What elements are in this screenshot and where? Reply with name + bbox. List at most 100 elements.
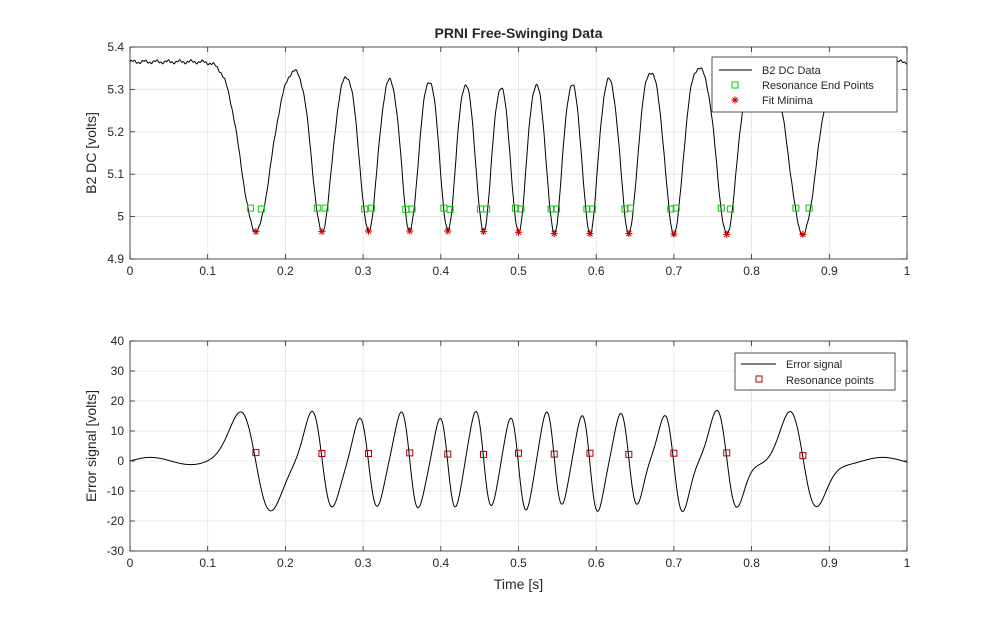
resonance-point-marker	[723, 449, 731, 457]
resonance-end-point-marker	[517, 205, 525, 213]
resonance-end-point-marker	[408, 205, 416, 213]
y-tick-label: 20	[111, 394, 125, 408]
resonance-end-point-marker	[483, 205, 491, 213]
x-tick-label: 1	[904, 264, 911, 278]
top-plot: 0 0.1 0.2 0.3 0.4 0.5 0.6 0.7 0.8 0.9 1 4.9 5 5.1 5.2 5…	[83, 25, 911, 278]
resonance-point-marker	[365, 450, 373, 457]
resonance-end-point-marker	[547, 205, 555, 213]
x-tick-label: 0.1	[199, 556, 216, 570]
x-tick-label: 1	[904, 556, 911, 570]
resonance-point-marker	[252, 449, 260, 457]
fit-minimum-marker	[799, 230, 807, 239]
resonance-end-point-marker	[368, 204, 376, 212]
resonance-end-point-marker	[511, 204, 519, 212]
fit-minimum-marker	[670, 230, 678, 238]
fit-minimum-marker	[586, 229, 594, 238]
bottom-plot-xlabel: Time [s]	[494, 576, 543, 592]
bottom-plot-ylabel: Error signal [volts]	[83, 390, 99, 502]
x-tick-label: 0.7	[666, 556, 683, 570]
fit-minimum-marker	[318, 227, 326, 236]
x-tick-label: 0.5	[510, 556, 527, 570]
resonance-end-point-marker	[621, 205, 629, 213]
y-tick-label: -30	[107, 544, 125, 558]
bottom-legend-box	[734, 352, 896, 391]
y-tick-label: 30	[111, 364, 125, 378]
fit-minimum-marker	[514, 228, 523, 236]
y-tick-label: 5.1	[107, 167, 124, 181]
x-tick-label: 0.9	[821, 556, 838, 570]
x-tick-label: 0.4	[432, 264, 449, 278]
resonance-point-marker	[406, 449, 414, 457]
x-tick-label: 0	[127, 264, 134, 278]
resonance-point-marker	[670, 449, 678, 457]
top-legend-box	[711, 56, 898, 113]
y-tick-label: 40	[111, 334, 125, 348]
resonance-end-point-marker	[553, 205, 561, 213]
y-tick-label: 4.9	[107, 252, 124, 266]
top-plot-legend: B2 DC Data Resonance End Points Fit Mini…	[711, 56, 898, 113]
resonance-end-point-marker	[792, 204, 800, 212]
fit-minimum-marker	[723, 230, 731, 239]
fit-minimum-marker	[444, 227, 452, 235]
resonance-end-point-marker	[805, 204, 813, 212]
fit-minimum-marker	[364, 227, 373, 235]
resonance-end-point-marker	[717, 204, 725, 212]
bottom-plot-legend: Error signal Resonance points	[734, 352, 896, 391]
resonance-end-point-marker	[667, 205, 675, 213]
top-plot-ticks: 0 0.1 0.2 0.3 0.4 0.5 0.6 0.7 0.8 0.9 1 4.9 5 5.1 5.2 5…	[107, 40, 910, 278]
top-plot-title: PRNI Free-Swinging Data	[434, 25, 602, 41]
fit-minimum-marker	[479, 227, 488, 236]
resonance-end-point-marker	[321, 204, 329, 212]
x-tick-label: 0.2	[277, 556, 294, 570]
resonance-point-marker	[318, 450, 326, 457]
resonance-point-marker	[550, 450, 558, 458]
legend-error-signal: Error signal	[786, 359, 842, 371]
legend-asterisk-swatch	[731, 96, 739, 104]
resonance-end-point-marker	[246, 204, 254, 212]
x-tick-label: 0.2	[277, 264, 294, 278]
x-tick-label: 0.3	[355, 556, 372, 570]
resonance-end-point-marker	[583, 205, 591, 213]
x-tick-label: 0.8	[743, 556, 760, 570]
x-tick-label: 0.6	[588, 556, 605, 570]
legend-fit-minima: Fit Minima	[762, 95, 814, 107]
resonance-end-point-marker	[446, 205, 454, 213]
resonance-end-point-marker	[672, 204, 680, 212]
x-tick-label: 0.3	[355, 264, 372, 278]
fit-minimum-marker	[406, 227, 414, 235]
resonance-end-point-marker	[588, 205, 596, 213]
legend-b2-dc-data: B2 DC Data	[762, 65, 822, 77]
x-tick-label: 0.7	[666, 264, 683, 278]
y-tick-label: 0	[117, 454, 124, 468]
y-tick-label: -20	[107, 514, 125, 528]
y-tick-label: -10	[107, 484, 125, 498]
legend-resonance-points: Resonance points	[786, 375, 875, 387]
y-tick-label: 5.4	[107, 40, 124, 54]
resonance-point-marker	[444, 450, 452, 458]
legend-resonance-end-points: Resonance End Points	[762, 80, 874, 92]
resonance-point-marker	[480, 450, 488, 458]
resonance-point-marker	[586, 449, 594, 457]
resonance-point-marker	[799, 452, 807, 460]
x-tick-label: 0.8	[743, 264, 760, 278]
legend-square-swatch	[731, 81, 739, 89]
top-plot-ylabel: B2 DC [volts]	[83, 112, 99, 194]
fit-minimum-marker	[625, 229, 633, 238]
top-plot-markers	[246, 204, 813, 239]
legend-resonance-square-swatch	[755, 375, 763, 383]
y-tick-label: 5.3	[107, 82, 124, 96]
y-tick-label: 5.2	[107, 125, 124, 139]
resonance-end-point-marker	[313, 204, 321, 212]
x-tick-label: 0.5	[510, 264, 527, 278]
fit-minimum-marker	[550, 229, 558, 238]
x-tick-label: 0.1	[199, 264, 216, 278]
x-tick-label: 0.4	[432, 556, 449, 570]
resonance-end-point-marker	[626, 204, 634, 212]
x-tick-label: 0.9	[821, 264, 838, 278]
resonance-end-point-marker	[361, 205, 369, 213]
resonance-end-point-marker	[727, 205, 735, 213]
x-tick-label: 0.6	[588, 264, 605, 278]
error-signal-line	[129, 409, 908, 512]
y-tick-label: 10	[111, 424, 125, 438]
